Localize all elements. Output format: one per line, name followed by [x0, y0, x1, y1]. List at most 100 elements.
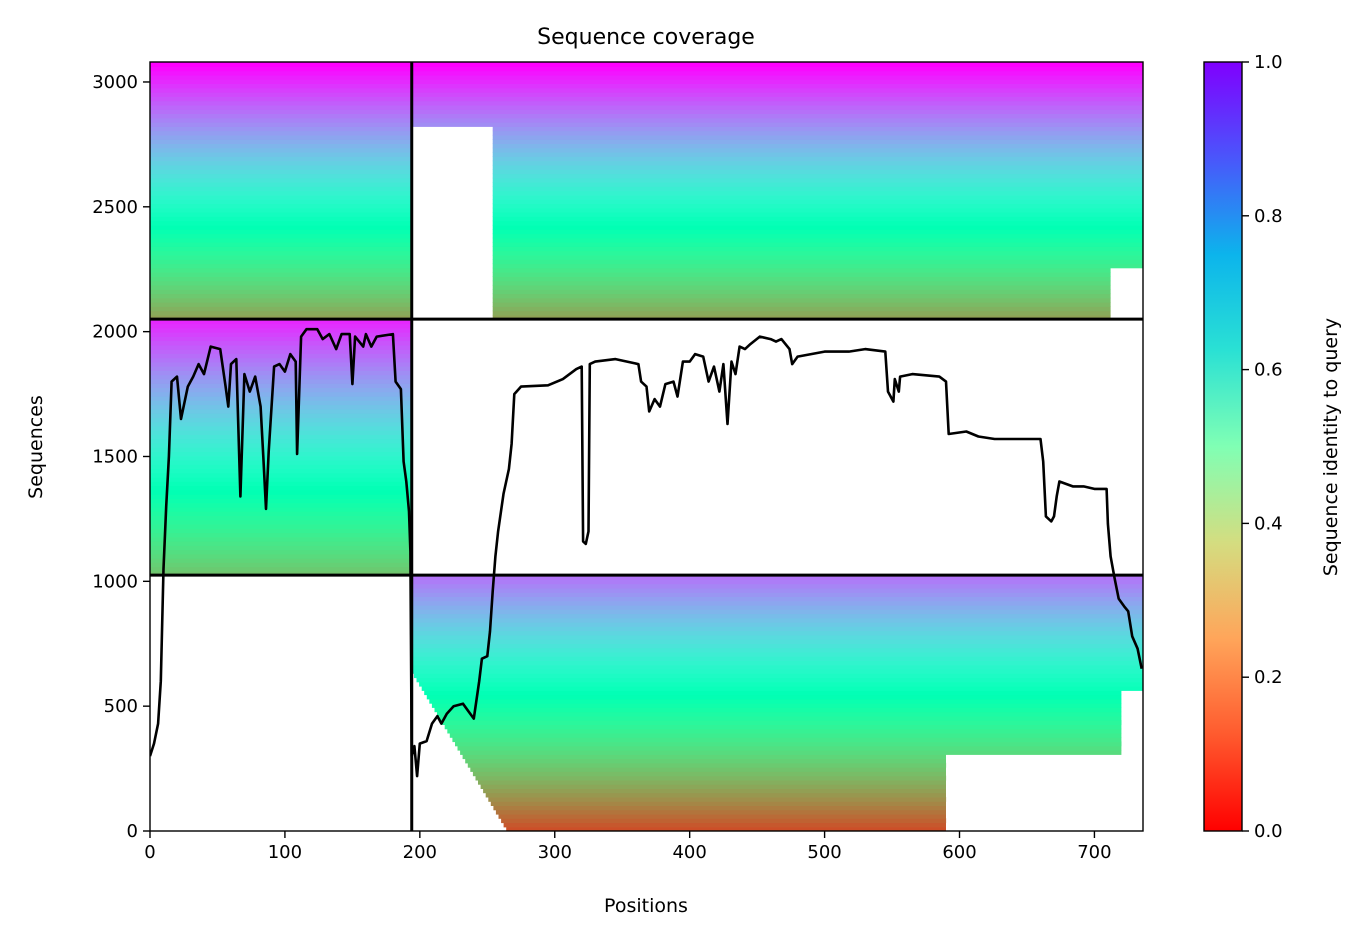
plot-frame — [149, 61, 1144, 832]
msa-band — [150, 442, 412, 448]
msa-band — [150, 498, 412, 504]
msa-band — [492, 263, 1143, 269]
msa-band — [150, 477, 412, 482]
msa-band — [150, 515, 412, 521]
y-tick-label: 2500 — [92, 197, 138, 218]
msa-band — [150, 177, 412, 183]
msa-band — [150, 130, 412, 136]
msa-band — [150, 387, 412, 393]
colorbar-tick-label: 0.4 — [1254, 513, 1283, 534]
x-tick-label: 500 — [807, 842, 841, 863]
msa-band — [493, 805, 946, 811]
msa-band — [429, 698, 1122, 704]
msa-band — [498, 813, 946, 819]
msa-band — [150, 494, 412, 499]
msa-band — [150, 122, 412, 127]
y-tick-label: 2000 — [92, 322, 138, 343]
msa-band — [150, 302, 412, 307]
msa-band — [150, 502, 412, 508]
msa-band — [150, 267, 412, 273]
msa-band — [150, 532, 412, 538]
msa-band — [150, 297, 412, 303]
colorbar-tick-label: 0.6 — [1254, 360, 1283, 381]
msa-band — [150, 459, 412, 465]
msa-band — [150, 353, 412, 359]
msa-band — [150, 468, 412, 474]
msa-band — [150, 349, 412, 354]
colorbar-ticks: 0.0 0.2 0.4 0.6 0.8 1.0 — [1242, 52, 1283, 842]
msa-band — [150, 293, 412, 299]
msa-band — [150, 370, 412, 376]
y-axis-label: Sequences — [25, 395, 47, 499]
msa-band — [442, 720, 1122, 725]
msa-band — [150, 156, 412, 162]
msa-band — [150, 536, 412, 542]
msa-band — [501, 818, 947, 824]
msa-band — [150, 489, 412, 495]
msa-band — [437, 711, 1122, 717]
msa-band — [426, 694, 1122, 700]
msa-band — [452, 737, 1122, 743]
msa-band — [492, 156, 1143, 162]
msa-band — [150, 62, 412, 67]
msa-band — [150, 203, 412, 209]
msa-band — [150, 395, 412, 401]
msa-band — [411, 656, 1143, 661]
msa-band — [439, 715, 1122, 721]
msa-band — [492, 254, 1143, 260]
msa-band — [411, 583, 1143, 589]
msa-band — [150, 134, 412, 140]
msa-band — [150, 272, 412, 277]
msa-band — [411, 647, 1143, 653]
msa-band — [150, 83, 412, 89]
msa-band — [457, 745, 1122, 751]
msa-band — [150, 224, 412, 230]
msa-band — [150, 113, 412, 119]
y-tick-label: 1500 — [92, 446, 138, 467]
msa-band — [150, 207, 412, 213]
msa-band — [492, 182, 1143, 187]
msa-band — [150, 87, 412, 93]
msa-band — [150, 506, 412, 512]
msa-band — [150, 276, 412, 282]
msa-heatmap — [150, 62, 1143, 831]
msa-band — [150, 216, 412, 222]
msa-band — [150, 263, 412, 269]
msa-band — [421, 686, 1143, 691]
msa-band — [455, 741, 1122, 747]
msa-band — [150, 143, 412, 149]
x-tick-label: 0 — [144, 842, 155, 863]
msa-band — [492, 143, 1143, 149]
msa-band — [492, 126, 1143, 132]
msa-band — [150, 481, 412, 487]
msa-band — [150, 327, 412, 333]
msa-band — [492, 289, 1111, 295]
x-tick-label: 400 — [672, 842, 706, 863]
msa-band — [150, 319, 412, 325]
msa-band — [411, 92, 1143, 97]
msa-band — [492, 284, 1111, 290]
colorbar-label: Sequence identity to query — [1320, 318, 1342, 576]
msa-band — [411, 113, 1143, 119]
msa-band — [492, 310, 1111, 316]
msa-band — [495, 809, 946, 815]
msa-band — [150, 306, 412, 312]
msa-band — [492, 134, 1143, 140]
msa-band — [150, 366, 412, 371]
msa-band — [411, 100, 1143, 106]
msa-band — [411, 630, 1143, 636]
msa-band — [492, 224, 1143, 230]
msa-band — [470, 767, 946, 772]
msa-band — [150, 545, 412, 551]
msa-band — [411, 634, 1143, 640]
msa-band — [150, 438, 412, 444]
colorbar-tick-label: 0.2 — [1254, 667, 1283, 688]
msa-band — [150, 147, 412, 153]
msa-band — [150, 314, 412, 320]
x-tick-label: 300 — [538, 842, 572, 863]
msa-band — [467, 762, 947, 768]
msa-band — [411, 87, 1143, 93]
msa-band — [150, 310, 412, 316]
msa-band — [465, 758, 946, 764]
msa-band — [150, 374, 412, 380]
